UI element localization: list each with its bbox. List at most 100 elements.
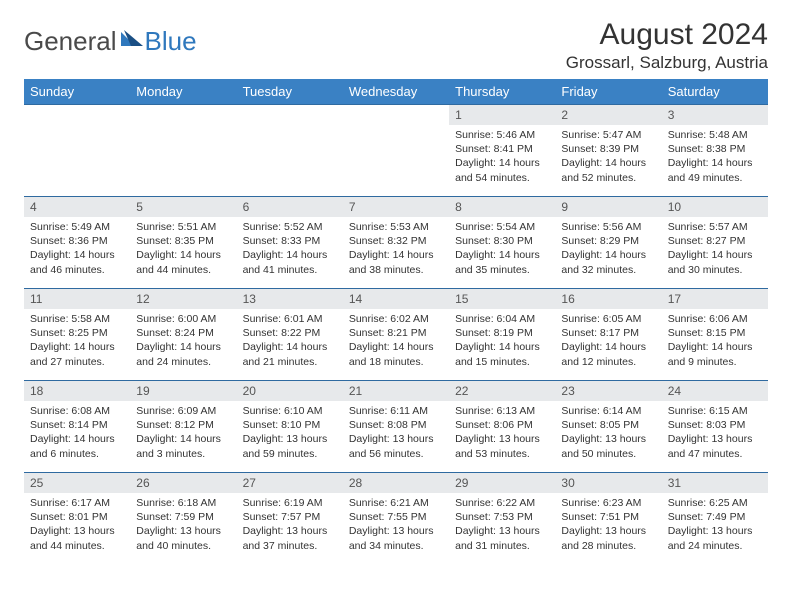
sunrise-text: Sunrise: 5:46 AM	[455, 128, 549, 142]
day-details: Sunrise: 5:57 AMSunset: 8:27 PMDaylight:…	[662, 217, 768, 281]
day-number: 5	[130, 197, 236, 217]
day-details: Sunrise: 5:54 AMSunset: 8:30 PMDaylight:…	[449, 217, 555, 281]
dl1-text: Daylight: 13 hours	[136, 524, 230, 538]
calendar-day-cell: 10Sunrise: 5:57 AMSunset: 8:27 PMDayligh…	[662, 197, 768, 289]
calendar-day-cell: 9Sunrise: 5:56 AMSunset: 8:29 PMDaylight…	[555, 197, 661, 289]
sunrise-text: Sunrise: 6:23 AM	[561, 496, 655, 510]
day-details: Sunrise: 6:18 AMSunset: 7:59 PMDaylight:…	[130, 493, 236, 557]
day-details: Sunrise: 6:02 AMSunset: 8:21 PMDaylight:…	[343, 309, 449, 373]
day-number: 24	[662, 381, 768, 401]
day-number: 13	[237, 289, 343, 309]
location-text: Grossarl, Salzburg, Austria	[566, 53, 768, 73]
sunrise-text: Sunrise: 6:10 AM	[243, 404, 337, 418]
sunset-text: Sunset: 8:41 PM	[455, 142, 549, 156]
calendar-day-cell: 18Sunrise: 6:08 AMSunset: 8:14 PMDayligh…	[24, 381, 130, 473]
calendar-day-cell: 23Sunrise: 6:14 AMSunset: 8:05 PMDayligh…	[555, 381, 661, 473]
sunrise-text: Sunrise: 6:25 AM	[668, 496, 762, 510]
day-number: 11	[24, 289, 130, 309]
dl1-text: Daylight: 13 hours	[668, 524, 762, 538]
calendar-day-cell: 22Sunrise: 6:13 AMSunset: 8:06 PMDayligh…	[449, 381, 555, 473]
dl2-text: and 24 minutes.	[668, 539, 762, 553]
dl1-text: Daylight: 14 hours	[561, 156, 655, 170]
day-details: Sunrise: 5:52 AMSunset: 8:33 PMDaylight:…	[237, 217, 343, 281]
day-number: 7	[343, 197, 449, 217]
sunset-text: Sunset: 8:29 PM	[561, 234, 655, 248]
day-details: Sunrise: 6:13 AMSunset: 8:06 PMDaylight:…	[449, 401, 555, 465]
dl2-text: and 46 minutes.	[30, 263, 124, 277]
calendar-day-cell: 28Sunrise: 6:21 AMSunset: 7:55 PMDayligh…	[343, 473, 449, 565]
sunrise-text: Sunrise: 6:22 AM	[455, 496, 549, 510]
sunrise-text: Sunrise: 5:48 AM	[668, 128, 762, 142]
sunrise-text: Sunrise: 6:11 AM	[349, 404, 443, 418]
title-block: August 2024 Grossarl, Salzburg, Austria	[566, 18, 768, 73]
day-number: 25	[24, 473, 130, 493]
day-details: Sunrise: 6:22 AMSunset: 7:53 PMDaylight:…	[449, 493, 555, 557]
day-details: Sunrise: 6:17 AMSunset: 8:01 PMDaylight:…	[24, 493, 130, 557]
day-number: 9	[555, 197, 661, 217]
sunrise-text: Sunrise: 5:52 AM	[243, 220, 337, 234]
sunset-text: Sunset: 8:05 PM	[561, 418, 655, 432]
day-details: Sunrise: 6:11 AMSunset: 8:08 PMDaylight:…	[343, 401, 449, 465]
day-details: Sunrise: 6:08 AMSunset: 8:14 PMDaylight:…	[24, 401, 130, 465]
calendar-day-cell: 6Sunrise: 5:52 AMSunset: 8:33 PMDaylight…	[237, 197, 343, 289]
sunset-text: Sunset: 7:55 PM	[349, 510, 443, 524]
calendar-day-cell: 16Sunrise: 6:05 AMSunset: 8:17 PMDayligh…	[555, 289, 661, 381]
calendar-day-cell: 5Sunrise: 5:51 AMSunset: 8:35 PMDaylight…	[130, 197, 236, 289]
day-number: 6	[237, 197, 343, 217]
dl2-text: and 56 minutes.	[349, 447, 443, 461]
day-details: Sunrise: 5:47 AMSunset: 8:39 PMDaylight:…	[555, 125, 661, 189]
day-number: 26	[130, 473, 236, 493]
sunrise-text: Sunrise: 6:13 AM	[455, 404, 549, 418]
dl2-text: and 53 minutes.	[455, 447, 549, 461]
day-details: Sunrise: 5:48 AMSunset: 8:38 PMDaylight:…	[662, 125, 768, 189]
sunset-text: Sunset: 8:15 PM	[668, 326, 762, 340]
calendar-day-cell: 27Sunrise: 6:19 AMSunset: 7:57 PMDayligh…	[237, 473, 343, 565]
dl2-text: and 47 minutes.	[668, 447, 762, 461]
sunset-text: Sunset: 8:25 PM	[30, 326, 124, 340]
dl1-text: Daylight: 14 hours	[668, 340, 762, 354]
dl1-text: Daylight: 14 hours	[455, 340, 549, 354]
calendar-day-cell	[24, 105, 130, 197]
calendar-week-row: 18Sunrise: 6:08 AMSunset: 8:14 PMDayligh…	[24, 381, 768, 473]
day-details: Sunrise: 6:04 AMSunset: 8:19 PMDaylight:…	[449, 309, 555, 373]
sunset-text: Sunset: 8:36 PM	[30, 234, 124, 248]
calendar-day-cell	[343, 105, 449, 197]
dl1-text: Daylight: 14 hours	[455, 248, 549, 262]
dl1-text: Daylight: 14 hours	[349, 340, 443, 354]
weekday-header: Monday	[130, 79, 236, 105]
sunrise-text: Sunrise: 5:51 AM	[136, 220, 230, 234]
dl1-text: Daylight: 13 hours	[243, 524, 337, 538]
day-number: 2	[555, 105, 661, 125]
dl2-text: and 49 minutes.	[668, 171, 762, 185]
calendar-day-cell: 20Sunrise: 6:10 AMSunset: 8:10 PMDayligh…	[237, 381, 343, 473]
dl2-text: and 40 minutes.	[136, 539, 230, 553]
dl2-text: and 52 minutes.	[561, 171, 655, 185]
day-number: 8	[449, 197, 555, 217]
dl2-text: and 34 minutes.	[349, 539, 443, 553]
dl2-text: and 54 minutes.	[455, 171, 549, 185]
calendar-day-cell: 14Sunrise: 6:02 AMSunset: 8:21 PMDayligh…	[343, 289, 449, 381]
day-details: Sunrise: 6:23 AMSunset: 7:51 PMDaylight:…	[555, 493, 661, 557]
sunrise-text: Sunrise: 6:05 AM	[561, 312, 655, 326]
day-details: Sunrise: 6:05 AMSunset: 8:17 PMDaylight:…	[555, 309, 661, 373]
dl1-text: Daylight: 13 hours	[455, 432, 549, 446]
day-details: Sunrise: 6:09 AMSunset: 8:12 PMDaylight:…	[130, 401, 236, 465]
weekday-header: Tuesday	[237, 79, 343, 105]
dl1-text: Daylight: 14 hours	[243, 248, 337, 262]
day-details: Sunrise: 6:00 AMSunset: 8:24 PMDaylight:…	[130, 309, 236, 373]
dl1-text: Daylight: 14 hours	[30, 432, 124, 446]
sunrise-text: Sunrise: 5:49 AM	[30, 220, 124, 234]
calendar-day-cell: 7Sunrise: 5:53 AMSunset: 8:32 PMDaylight…	[343, 197, 449, 289]
day-details: Sunrise: 5:51 AMSunset: 8:35 PMDaylight:…	[130, 217, 236, 281]
sunset-text: Sunset: 8:01 PM	[30, 510, 124, 524]
day-number: 31	[662, 473, 768, 493]
sunset-text: Sunset: 8:24 PM	[136, 326, 230, 340]
dl1-text: Daylight: 14 hours	[668, 248, 762, 262]
day-number: 12	[130, 289, 236, 309]
sunset-text: Sunset: 8:35 PM	[136, 234, 230, 248]
calendar-day-cell: 15Sunrise: 6:04 AMSunset: 8:19 PMDayligh…	[449, 289, 555, 381]
dl1-text: Daylight: 14 hours	[136, 248, 230, 262]
sunset-text: Sunset: 8:27 PM	[668, 234, 762, 248]
weekday-header-row: Sunday Monday Tuesday Wednesday Thursday…	[24, 79, 768, 105]
day-details: Sunrise: 6:14 AMSunset: 8:05 PMDaylight:…	[555, 401, 661, 465]
